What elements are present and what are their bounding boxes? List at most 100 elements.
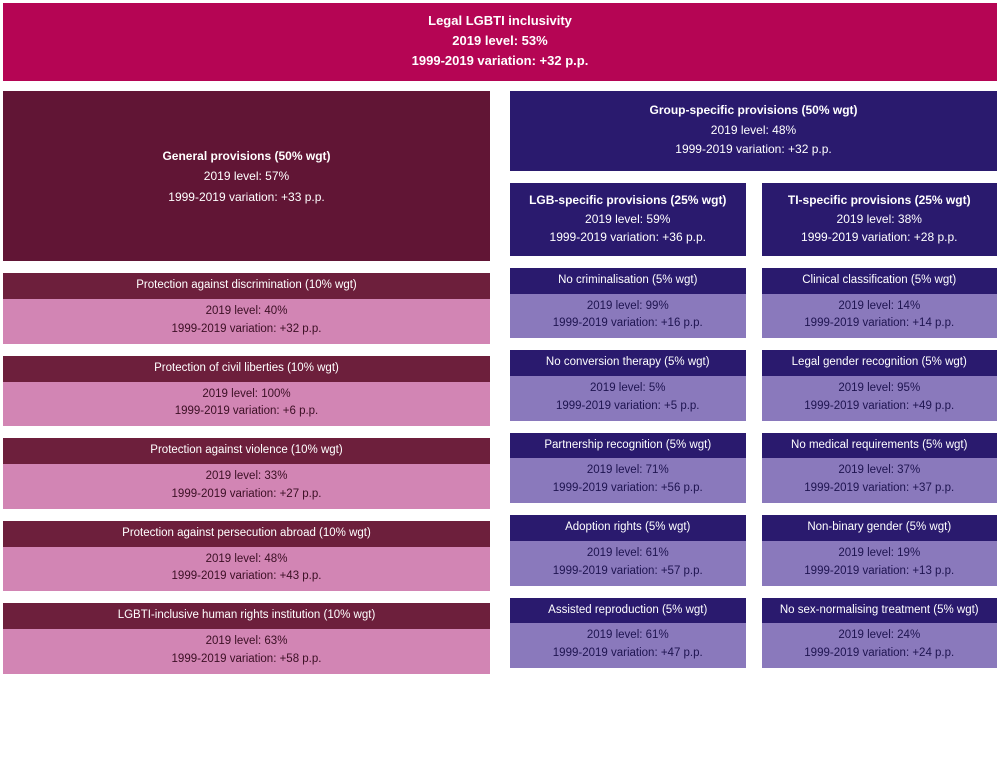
item-level: 2019 level: 71% — [510, 462, 746, 480]
item-variation: 1999-2019 variation: +58 p.p. — [3, 651, 490, 669]
list-item: Adoption rights (5% wgt)2019 level: 61%1… — [510, 515, 746, 585]
item-title: No criminalisation (5% wgt) — [510, 268, 746, 294]
list-item: Protection against violence (10% wgt)201… — [3, 438, 490, 508]
top-banner: Legal LGBTI inclusivity 2019 level: 53% … — [3, 3, 997, 81]
list-item: No criminalisation (5% wgt)2019 level: 9… — [510, 268, 746, 338]
item-level: 2019 level: 61% — [510, 627, 746, 645]
item-body: 2019 level: 95%1999-2019 variation: +49 … — [762, 376, 998, 421]
item-variation: 1999-2019 variation: +14 p.p. — [762, 315, 998, 333]
item-level: 2019 level: 40% — [3, 303, 490, 321]
group-column: Group-specific provisions (50% wgt) 2019… — [510, 91, 997, 685]
item-level: 2019 level: 48% — [3, 551, 490, 569]
list-item: Assisted reproduction (5% wgt)2019 level… — [510, 598, 746, 668]
item-variation: 1999-2019 variation: +13 p.p. — [762, 563, 998, 581]
item-level: 2019 level: 14% — [762, 298, 998, 316]
list-item: Clinical classification (5% wgt)2019 lev… — [762, 268, 998, 338]
item-body: 2019 level: 61%1999-2019 variation: +57 … — [510, 541, 746, 586]
item-level: 2019 level: 63% — [3, 633, 490, 651]
item-title: No sex-normalising treatment (5% wgt) — [762, 598, 998, 624]
item-title: Non-binary gender (5% wgt) — [762, 515, 998, 541]
item-variation: 1999-2019 variation: +56 p.p. — [510, 480, 746, 498]
item-title: No conversion therapy (5% wgt) — [510, 350, 746, 376]
lgb-items: No criminalisation (5% wgt)2019 level: 9… — [510, 268, 746, 680]
item-title: LGBTI-inclusive human rights institution… — [3, 603, 490, 629]
item-variation: 1999-2019 variation: +16 p.p. — [510, 315, 746, 333]
list-item: Protection of civil liberties (10% wgt)2… — [3, 356, 490, 426]
group-variation: 1999-2019 variation: +32 p.p. — [510, 140, 997, 159]
item-level: 2019 level: 99% — [510, 298, 746, 316]
lgb-variation: 1999-2019 variation: +36 p.p. — [510, 228, 746, 247]
list-item: No medical requirements (5% wgt)2019 lev… — [762, 433, 998, 503]
item-body: 2019 level: 24%1999-2019 variation: +24 … — [762, 623, 998, 668]
top-variation: 1999-2019 variation: +32 p.p. — [3, 51, 997, 71]
item-title: Protection of civil liberties (10% wgt) — [3, 356, 490, 382]
item-title: Clinical classification (5% wgt) — [762, 268, 998, 294]
item-variation: 1999-2019 variation: +43 p.p. — [3, 568, 490, 586]
item-variation: 1999-2019 variation: +57 p.p. — [510, 563, 746, 581]
group-title: Group-specific provisions (50% wgt) — [510, 101, 997, 120]
item-body: 2019 level: 5%1999-2019 variation: +5 p.… — [510, 376, 746, 421]
item-title: Protection against discrimination (10% w… — [3, 273, 490, 299]
item-variation: 1999-2019 variation: +49 p.p. — [762, 398, 998, 416]
item-level: 2019 level: 5% — [510, 380, 746, 398]
item-body: 2019 level: 14%1999-2019 variation: +14 … — [762, 294, 998, 339]
columns: General provisions (50% wgt) 2019 level:… — [3, 91, 997, 685]
item-variation: 1999-2019 variation: +27 p.p. — [3, 486, 490, 504]
item-title: Assisted reproduction (5% wgt) — [510, 598, 746, 624]
general-title: General provisions (50% wgt) — [3, 146, 490, 166]
item-body: 2019 level: 19%1999-2019 variation: +13 … — [762, 541, 998, 586]
ti-title: TI-specific provisions (25% wgt) — [762, 191, 998, 210]
group-provisions-block: Group-specific provisions (50% wgt) 2019… — [510, 91, 997, 171]
item-body: 2019 level: 71%1999-2019 variation: +56 … — [510, 458, 746, 503]
item-level: 2019 level: 37% — [762, 462, 998, 480]
general-variation: 1999-2019 variation: +33 p.p. — [3, 187, 490, 207]
item-title: Protection against persecution abroad (1… — [3, 521, 490, 547]
subgroup-row: LGB-specific provisions (25% wgt) 2019 l… — [510, 183, 997, 268]
item-level: 2019 level: 19% — [762, 545, 998, 563]
item-body: 2019 level: 33%1999-2019 variation: +27 … — [3, 464, 490, 509]
item-title: No medical requirements (5% wgt) — [762, 433, 998, 459]
item-body: 2019 level: 99%1999-2019 variation: +16 … — [510, 294, 746, 339]
item-variation: 1999-2019 variation: +5 p.p. — [510, 398, 746, 416]
list-item: Legal gender recognition (5% wgt)2019 le… — [762, 350, 998, 420]
item-title: Legal gender recognition (5% wgt) — [762, 350, 998, 376]
ti-variation: 1999-2019 variation: +28 p.p. — [762, 228, 998, 247]
top-title: Legal LGBTI inclusivity — [3, 11, 997, 31]
general-items: Protection against discrimination (10% w… — [3, 273, 490, 673]
item-level: 2019 level: 61% — [510, 545, 746, 563]
item-variation: 1999-2019 variation: +6 p.p. — [3, 403, 490, 421]
list-item: LGBTI-inclusive human rights institution… — [3, 603, 490, 673]
item-body: 2019 level: 61%1999-2019 variation: +47 … — [510, 623, 746, 668]
group-level: 2019 level: 48% — [510, 121, 997, 140]
item-title: Protection against violence (10% wgt) — [3, 438, 490, 464]
item-variation: 1999-2019 variation: +37 p.p. — [762, 480, 998, 498]
ti-block: TI-specific provisions (25% wgt) 2019 le… — [762, 183, 998, 256]
list-item: No sex-normalising treatment (5% wgt)201… — [762, 598, 998, 668]
item-variation: 1999-2019 variation: +24 p.p. — [762, 645, 998, 663]
general-level: 2019 level: 57% — [3, 166, 490, 186]
item-level: 2019 level: 24% — [762, 627, 998, 645]
ti-level: 2019 level: 38% — [762, 210, 998, 229]
item-body: 2019 level: 37%1999-2019 variation: +37 … — [762, 458, 998, 503]
item-variation: 1999-2019 variation: +32 p.p. — [3, 321, 490, 339]
list-item: Protection against persecution abroad (1… — [3, 521, 490, 591]
item-title: Partnership recognition (5% wgt) — [510, 433, 746, 459]
general-column: General provisions (50% wgt) 2019 level:… — [3, 91, 490, 685]
item-level: 2019 level: 100% — [3, 386, 490, 404]
subgroup-items: No criminalisation (5% wgt)2019 level: 9… — [510, 268, 997, 680]
item-title: Adoption rights (5% wgt) — [510, 515, 746, 541]
lgb-title: LGB-specific provisions (25% wgt) — [510, 191, 746, 210]
list-item: Protection against discrimination (10% w… — [3, 273, 490, 343]
item-body: 2019 level: 63%1999-2019 variation: +58 … — [3, 629, 490, 674]
item-body: 2019 level: 40%1999-2019 variation: +32 … — [3, 299, 490, 344]
item-level: 2019 level: 95% — [762, 380, 998, 398]
lgb-level: 2019 level: 59% — [510, 210, 746, 229]
general-provisions-block: General provisions (50% wgt) 2019 level:… — [3, 91, 490, 261]
list-item: Partnership recognition (5% wgt)2019 lev… — [510, 433, 746, 503]
top-level: 2019 level: 53% — [3, 31, 997, 51]
item-variation: 1999-2019 variation: +47 p.p. — [510, 645, 746, 663]
list-item: Non-binary gender (5% wgt)2019 level: 19… — [762, 515, 998, 585]
item-level: 2019 level: 33% — [3, 468, 490, 486]
lgb-block: LGB-specific provisions (25% wgt) 2019 l… — [510, 183, 746, 256]
item-body: 2019 level: 100%1999-2019 variation: +6 … — [3, 382, 490, 427]
